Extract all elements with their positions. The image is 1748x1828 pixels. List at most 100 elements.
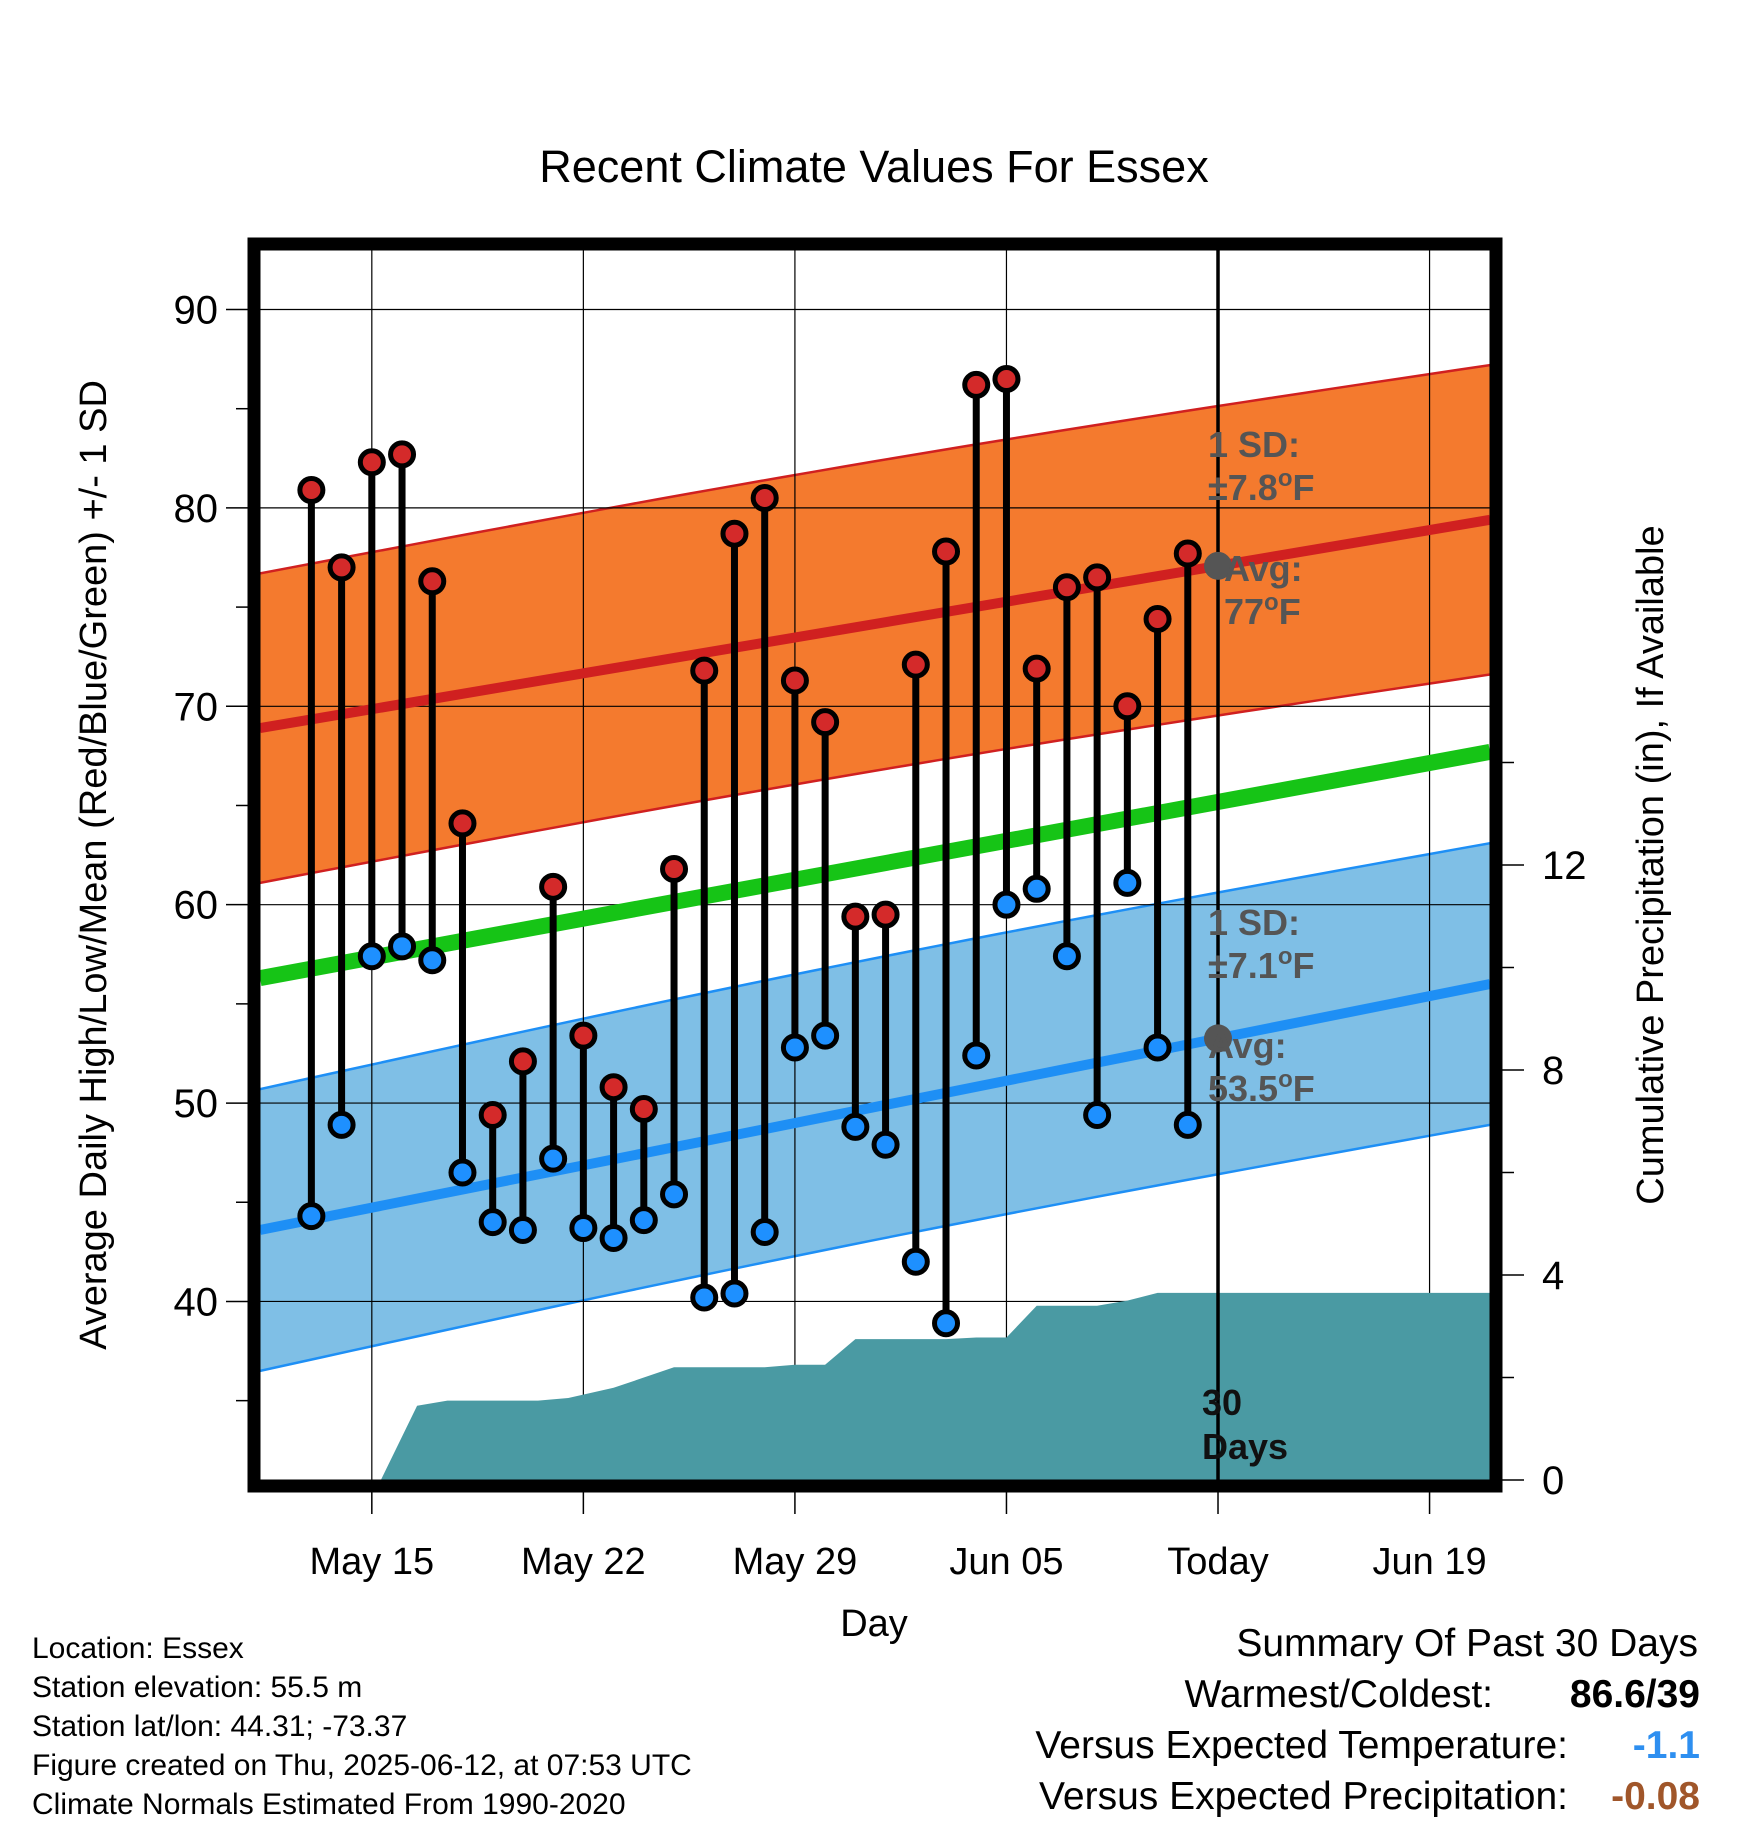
daily-low-point	[539, 1144, 568, 1173]
low-sd-label: 1 SD:	[1208, 902, 1300, 943]
chart-title: Recent Climate Values For Essex	[539, 141, 1209, 192]
daily-low-point	[599, 1223, 628, 1252]
y-tick-label: 70	[174, 685, 219, 729]
summary-heading: Summary Of Past 30 Days	[1236, 1622, 1698, 1665]
today-low-avg-marker	[1204, 1024, 1233, 1053]
daily-high-point	[871, 900, 900, 929]
daily-low-point	[901, 1247, 930, 1276]
y-tick-label: 60	[174, 884, 219, 928]
daily-low-point	[841, 1112, 870, 1141]
daily-low-point	[629, 1206, 658, 1235]
precipitation-area	[260, 1292, 1490, 1480]
daily-low-point	[508, 1216, 537, 1245]
daily-high-point	[1083, 563, 1112, 592]
low-sd-edge-lower	[260, 1123, 1490, 1373]
daily-high-point	[1052, 573, 1081, 602]
x-tick-label: Jun 05	[949, 1541, 1063, 1583]
daily-low-point	[327, 1110, 356, 1139]
summary-precip-value: -0.08	[1611, 1775, 1700, 1818]
low-avg-label: Avg:	[1208, 1025, 1287, 1066]
daily-high-point	[811, 708, 840, 737]
y2-tick-label: 4	[1542, 1254, 1564, 1298]
daily-low-point	[297, 1202, 326, 1231]
daily-high-point	[508, 1047, 537, 1076]
daily-low-point	[388, 932, 417, 961]
y-axis-label: Average Daily High/Low/Mean (Red/Blue/Gr…	[73, 380, 115, 1350]
daily-low-point	[1173, 1110, 1202, 1139]
daily-high-point	[297, 476, 326, 505]
daily-high-point	[1143, 605, 1172, 633]
daily-low-point	[780, 1033, 809, 1062]
daily-high-point	[660, 854, 689, 883]
summary-warm-cold-value: 86.6/39	[1569, 1673, 1700, 1716]
daily-low-point	[569, 1214, 598, 1243]
daily-high-point	[539, 872, 568, 901]
y2-axis-label: Cumulative Precipitation (in), If Availa…	[1630, 525, 1672, 1204]
summary-temp-label: Versus Expected Temperature:	[1035, 1724, 1568, 1767]
daily-low-point	[992, 890, 1021, 919]
high-avg-label: Avg:	[1224, 548, 1303, 589]
y2-tick-label: 12	[1542, 844, 1587, 888]
daily-low-point	[962, 1041, 991, 1070]
daily-high-point	[690, 656, 719, 685]
footer-location: Location: Essex	[32, 1632, 244, 1665]
daily-low-point	[418, 946, 447, 975]
x-tick-label: May 29	[733, 1541, 858, 1583]
y2-tick-label: 0	[1542, 1459, 1564, 1503]
daily-high-point	[599, 1073, 628, 1102]
daily-low-point	[1052, 942, 1081, 971]
x-tick-label: May 15	[310, 1541, 435, 1583]
x-axis-label: Day	[840, 1603, 908, 1645]
footer-created: Figure created on Thu, 2025-06-12, at 07…	[32, 1749, 692, 1782]
x-tick-label: May 22	[521, 1541, 646, 1583]
y2-tick-label: 8	[1542, 1049, 1564, 1093]
normal-high-line	[260, 514, 1490, 734]
footer-elevation: Station elevation: 55.5 m	[32, 1671, 363, 1704]
summary-temp-value: -1.1	[1632, 1724, 1700, 1767]
y-tick-label: 80	[174, 487, 219, 531]
daily-high-point	[357, 448, 386, 477]
summary-precip-label: Versus Expected Precipitation:	[1039, 1775, 1568, 1818]
footer-latlon: Station lat/lon: 44.31; -73.37	[32, 1710, 408, 1743]
high-sd-edge-upper	[260, 363, 1490, 575]
daily-high-point	[841, 902, 870, 931]
daily-low-point	[750, 1218, 779, 1247]
y-tick-label: 50	[174, 1082, 219, 1126]
daily-low-point	[1083, 1100, 1112, 1129]
daily-low-point	[720, 1279, 749, 1308]
daily-low-point	[871, 1130, 900, 1159]
daily-high-point	[720, 519, 749, 548]
window-days-word: Days	[1202, 1426, 1288, 1467]
daily-high-point	[569, 1021, 598, 1050]
daily-low-point	[1113, 868, 1142, 897]
daily-low-point	[478, 1208, 507, 1237]
daily-high-point	[1113, 692, 1142, 721]
daily-high-point	[962, 370, 991, 399]
summary-warm-cold-label: Warmest/Coldest:	[1184, 1673, 1493, 1716]
daily-low-point	[660, 1180, 689, 1209]
high-avg-value: 77oF	[1224, 589, 1301, 632]
daily-low-point	[932, 1309, 961, 1338]
daily-high-point	[1022, 654, 1051, 683]
daily-high-point	[932, 537, 961, 566]
y-tick-label: 90	[174, 289, 219, 333]
daily-low-point	[690, 1283, 719, 1312]
low-avg-value: 53.5oF	[1208, 1066, 1315, 1109]
daily-high-point	[780, 666, 809, 695]
x-tick-label: Jun 19	[1373, 1541, 1487, 1583]
plot-frame	[247, 237, 1503, 1493]
daily-high-point	[478, 1100, 507, 1129]
daily-low-point	[1022, 874, 1051, 903]
daily-low-point	[357, 942, 386, 971]
daily-high-point	[629, 1095, 658, 1124]
daily-low-point	[1143, 1033, 1172, 1062]
x-tick-label: Today	[1167, 1541, 1268, 1583]
y-tick-label: 40	[174, 1280, 219, 1324]
high-sd-value: ±7.8oF	[1208, 465, 1314, 508]
daily-low-point	[811, 1021, 840, 1050]
daily-high-point	[327, 553, 356, 582]
normal-low-line	[260, 979, 1490, 1235]
daily-high-point	[901, 650, 930, 679]
daily-high-point	[992, 364, 1021, 393]
